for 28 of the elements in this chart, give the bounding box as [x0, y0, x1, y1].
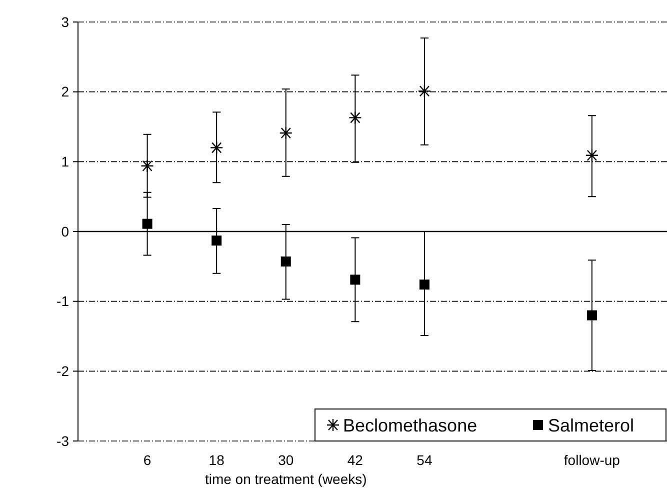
y-tick-label: -1 — [56, 293, 70, 310]
y-tick-label: 0 — [61, 223, 70, 240]
y-tick-label: -3 — [56, 432, 70, 449]
y-tick-label: -2 — [56, 363, 70, 380]
point — [350, 274, 360, 285]
x-axis-title: time on treatment (weeks) — [204, 471, 367, 487]
legend-label: Salmeterol — [548, 415, 634, 436]
point — [348, 111, 362, 124]
point — [140, 159, 154, 172]
point — [585, 148, 599, 162]
y-tick-label: 2 — [61, 84, 70, 100]
point — [142, 218, 152, 229]
y-tick-label: 3 — [61, 14, 70, 30]
legend-label: Beclomethasone — [343, 415, 478, 436]
x-tick-label: 6 — [143, 452, 152, 468]
point — [212, 236, 222, 246]
x-tick-label: 30 — [278, 452, 294, 468]
x-tick-label: 54 — [416, 452, 432, 468]
point — [586, 310, 597, 320]
point — [279, 126, 292, 140]
point — [210, 141, 224, 154]
x-tick-label: 18 — [208, 452, 225, 468]
x-tick-label: follow-up — [564, 452, 620, 468]
point — [280, 256, 291, 267]
point — [418, 84, 432, 98]
point — [419, 280, 430, 290]
y-tick-label: 1 — [61, 154, 70, 170]
x-tick-label: 42 — [347, 452, 364, 468]
